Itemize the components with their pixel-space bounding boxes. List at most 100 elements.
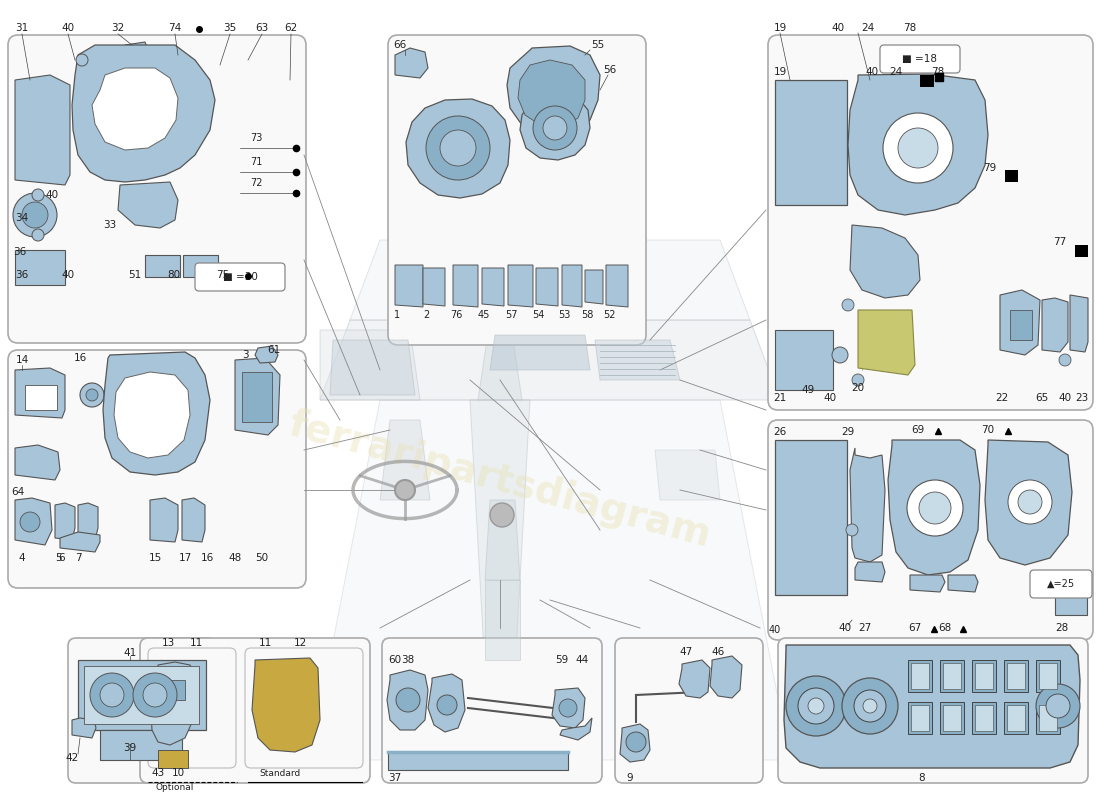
- Polygon shape: [15, 498, 52, 545]
- Polygon shape: [784, 645, 1080, 768]
- Polygon shape: [848, 74, 988, 215]
- Circle shape: [395, 480, 415, 500]
- Polygon shape: [182, 498, 205, 542]
- Polygon shape: [72, 45, 214, 182]
- Circle shape: [842, 678, 898, 734]
- Polygon shape: [606, 265, 628, 307]
- Text: 40: 40: [45, 190, 58, 200]
- Bar: [1010, 310, 1032, 340]
- Text: 66: 66: [394, 40, 407, 50]
- Circle shape: [100, 683, 124, 707]
- Circle shape: [1018, 490, 1042, 514]
- Text: 65: 65: [1035, 393, 1048, 403]
- Polygon shape: [120, 42, 150, 70]
- Text: 49: 49: [802, 385, 815, 395]
- Text: 59: 59: [556, 655, 569, 665]
- Bar: [15, 250, 65, 285]
- Text: 3: 3: [242, 350, 249, 360]
- Polygon shape: [910, 575, 945, 592]
- Text: 17: 17: [178, 553, 191, 563]
- Text: 11: 11: [189, 638, 202, 648]
- FancyBboxPatch shape: [768, 35, 1093, 410]
- Text: 57: 57: [505, 310, 517, 320]
- Bar: [25, 385, 57, 410]
- Text: ■ =30: ■ =30: [222, 272, 257, 282]
- Polygon shape: [395, 48, 428, 78]
- Circle shape: [86, 389, 98, 401]
- Polygon shape: [482, 268, 504, 306]
- Text: 11: 11: [258, 638, 272, 648]
- Text: 55: 55: [592, 40, 605, 50]
- Circle shape: [1046, 694, 1070, 718]
- Bar: [1040, 705, 1057, 731]
- Text: 26: 26: [773, 427, 786, 437]
- FancyBboxPatch shape: [195, 263, 285, 291]
- Text: 44: 44: [575, 655, 589, 665]
- Bar: [943, 705, 961, 731]
- Text: 70: 70: [981, 425, 994, 435]
- Circle shape: [143, 683, 167, 707]
- Text: 29: 29: [842, 427, 855, 437]
- FancyBboxPatch shape: [388, 35, 646, 345]
- Bar: [1004, 702, 1028, 734]
- Text: 42: 42: [65, 753, 78, 763]
- Text: 10: 10: [172, 768, 185, 778]
- Polygon shape: [710, 656, 742, 698]
- Bar: [943, 663, 961, 689]
- Polygon shape: [536, 268, 558, 306]
- Text: 61: 61: [267, 345, 280, 355]
- Bar: [242, 372, 272, 422]
- FancyBboxPatch shape: [382, 638, 602, 783]
- Circle shape: [864, 699, 877, 713]
- Polygon shape: [858, 310, 915, 375]
- Text: 68: 68: [938, 623, 952, 633]
- Text: 46: 46: [712, 647, 725, 657]
- Text: 40: 40: [769, 625, 781, 635]
- Text: 19: 19: [773, 67, 786, 77]
- FancyBboxPatch shape: [778, 638, 1088, 783]
- Text: 79: 79: [983, 163, 997, 173]
- Text: 76: 76: [450, 310, 462, 320]
- Circle shape: [20, 512, 40, 532]
- Text: 54: 54: [531, 310, 544, 320]
- Bar: [1005, 170, 1018, 182]
- Text: 51: 51: [129, 270, 142, 280]
- Polygon shape: [855, 562, 886, 582]
- Text: 40: 40: [832, 23, 845, 33]
- Text: 40: 40: [62, 23, 75, 33]
- FancyBboxPatch shape: [8, 35, 306, 343]
- Circle shape: [808, 698, 824, 714]
- Polygon shape: [60, 532, 100, 552]
- Polygon shape: [150, 662, 195, 745]
- Text: 9: 9: [627, 773, 634, 783]
- Bar: [1075, 245, 1088, 257]
- Circle shape: [13, 193, 57, 237]
- Text: 6: 6: [58, 553, 65, 563]
- Text: 56: 56: [604, 65, 617, 75]
- Polygon shape: [485, 580, 520, 660]
- Polygon shape: [552, 688, 585, 728]
- Circle shape: [534, 106, 578, 150]
- Text: 36: 36: [13, 247, 26, 257]
- Text: ▲=25: ▲=25: [1047, 579, 1075, 589]
- Polygon shape: [78, 503, 98, 540]
- Circle shape: [426, 116, 490, 180]
- Circle shape: [80, 383, 104, 407]
- FancyBboxPatch shape: [8, 350, 306, 588]
- Bar: [975, 705, 993, 731]
- Text: 73: 73: [250, 133, 262, 143]
- Bar: [940, 702, 964, 734]
- Text: 22: 22: [996, 393, 1009, 403]
- Polygon shape: [406, 99, 510, 198]
- Polygon shape: [428, 674, 465, 732]
- Bar: [183, 255, 218, 277]
- Text: 1: 1: [394, 310, 400, 320]
- Text: 74: 74: [168, 23, 182, 33]
- Polygon shape: [350, 240, 750, 320]
- Polygon shape: [620, 724, 650, 762]
- Polygon shape: [520, 93, 590, 160]
- Bar: [1036, 702, 1060, 734]
- Polygon shape: [850, 448, 886, 562]
- Text: 39: 39: [123, 743, 136, 753]
- Polygon shape: [114, 372, 190, 458]
